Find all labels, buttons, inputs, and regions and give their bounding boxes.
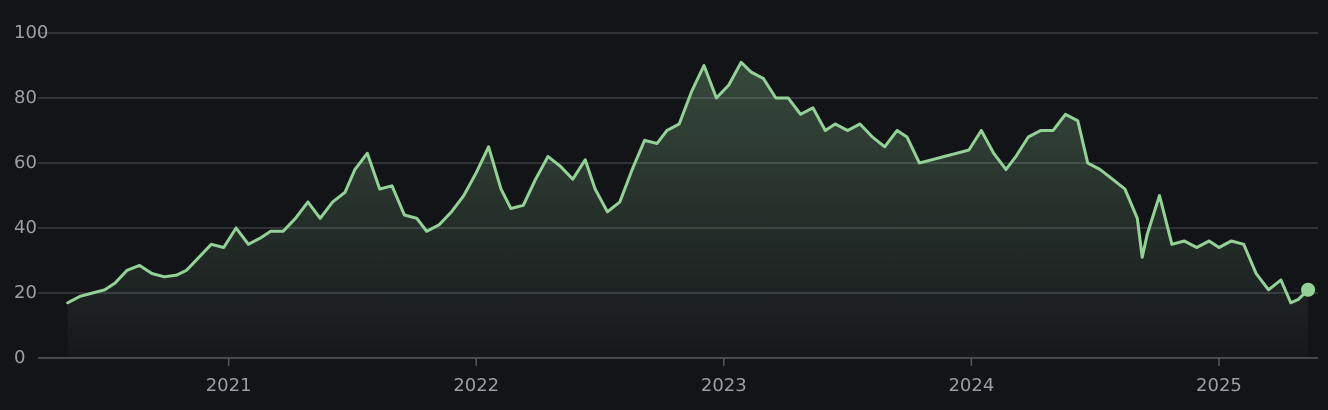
y-tick-label: 40: [14, 217, 37, 238]
x-tick-label: 2022: [453, 375, 499, 396]
x-tick-label: 2024: [948, 375, 994, 396]
line: [66, 60, 1310, 305]
x-tick-label: 2021: [206, 375, 252, 396]
last-point: [1301, 282, 1316, 297]
y-tick-label: 80: [14, 87, 37, 108]
y-tick-label: 20: [14, 282, 37, 303]
area-fill: [67, 62, 1309, 359]
y-tick-label: 0: [14, 347, 25, 368]
x-tick-label: 2025: [1196, 375, 1242, 396]
y-tick-label: 100: [14, 22, 48, 43]
y-tick-label: 60: [14, 152, 37, 173]
x-tick-label: 2023: [701, 375, 747, 396]
